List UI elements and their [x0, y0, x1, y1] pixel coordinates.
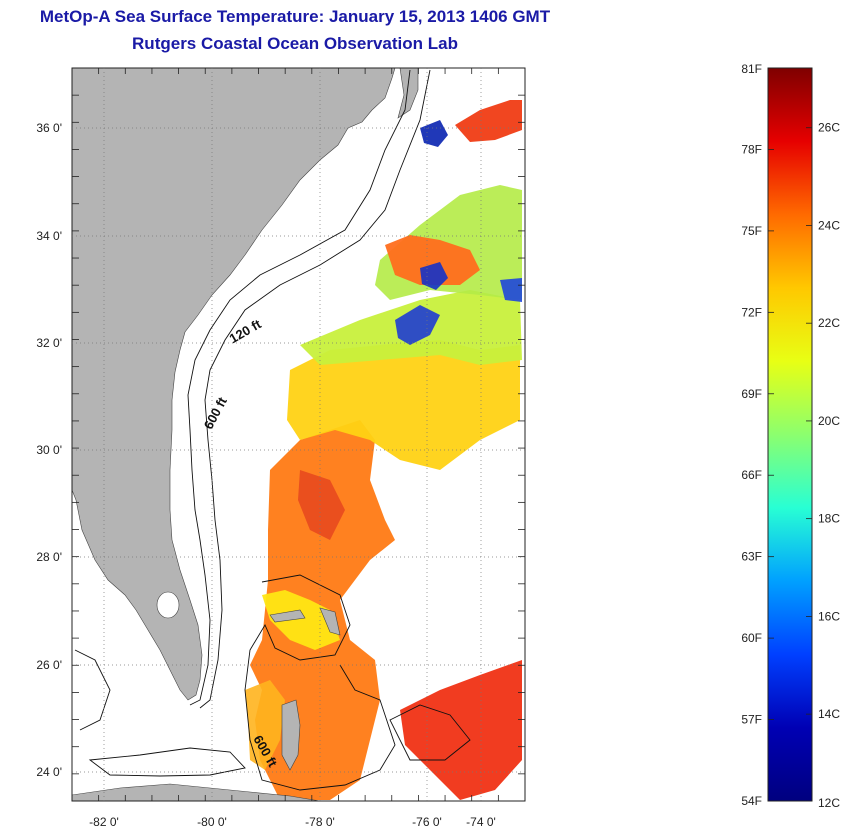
latitude-label: 28 0' [36, 550, 62, 564]
colorbar-label-c: 26C [818, 121, 840, 135]
sst-patch-florida-keys-orange [245, 680, 285, 770]
colorbar-celsius-labels: 26C 24C 22C 20C 18C 16C 14C 12C [806, 121, 840, 810]
colorbar-label-c: 12C [818, 796, 840, 810]
sst-patch-bank-yellow [262, 590, 340, 650]
contour-bahamas-south [389, 704, 471, 761]
land-bahamas-grand [269, 609, 306, 623]
latitude-labels: 36 0' 34 0' 32 0' 30 0' 28 0' 26 0' 24 0' [36, 121, 62, 779]
colorbar-label-c: 20C [818, 414, 840, 428]
latitude-label: 26 0' [36, 658, 62, 672]
colorbar-label-c: 24C [818, 218, 840, 232]
latitude-label: 34 0' [36, 229, 62, 243]
land-southeast-us [72, 68, 396, 701]
colorbar-fahrenheit-labels: 81F 78F 75F 72F 69F 66F 63F 60F 57F 54F [741, 62, 774, 808]
longitude-label: -80 0' [197, 815, 227, 829]
contour-gulf-west [74, 649, 111, 731]
latitude-label: 30 0' [36, 443, 62, 457]
longitude-labels: -82 0' -80 0' -78 0' -76 0' -74 0' [89, 815, 496, 829]
colorbar-label-f: 72F [741, 305, 762, 319]
land-bahamas-andros [281, 699, 301, 771]
colorbar-label-f: 66F [741, 468, 762, 482]
colorbar-label-c: 16C [818, 609, 840, 623]
map-title: MetOp-A Sea Surface Temperature: January… [39, 7, 551, 26]
colorbar-label-f: 54F [741, 794, 762, 808]
sst-patch-cold-blue-3 [500, 278, 522, 302]
sst-patch-southeast-red [400, 660, 522, 800]
longitude-label: -76 0' [412, 815, 442, 829]
latitude-label: 24 0' [36, 765, 62, 779]
colorbar-label-f: 69F [741, 387, 762, 401]
colorbar-label-f: 75F [741, 224, 762, 238]
colorbar-label-f: 81F [741, 62, 762, 76]
land-bahamas-abaco [319, 607, 341, 636]
axis-ticks [71, 67, 526, 802]
colorbar-label-f: 63F [741, 550, 762, 564]
contour-cuba-north [88, 747, 246, 777]
sst-patch-red-core [298, 470, 345, 540]
sst-patch-yellow-band [287, 340, 520, 470]
outer-banks [397, 68, 419, 119]
contour-120ft [187, 69, 411, 706]
colorbar-gradient [767, 67, 813, 802]
sst-patch-cold-blue-1 [395, 305, 440, 345]
colorbar-label-c: 22C [818, 316, 840, 330]
lake-okeechobee [156, 591, 180, 619]
longitude-label: -82 0' [89, 815, 119, 829]
sst-patch-north-orange [385, 235, 480, 285]
colorbar-label-c: 18C [818, 512, 840, 526]
contour-bahamas [244, 574, 396, 791]
colorbar-label-f: 60F [741, 631, 762, 645]
map-subtitle: Rutgers Coastal Ocean Observation Lab [132, 34, 458, 53]
colorbar-label-f: 57F [741, 713, 762, 727]
longitude-label: -78 0' [305, 815, 335, 829]
land-cuba [72, 783, 321, 801]
latitude-label: 32 0' [36, 336, 62, 350]
colorbar-label-c: 14C [818, 707, 840, 721]
map-frame [71, 67, 526, 802]
contour-600ft [199, 69, 431, 709]
longitude-label: -74 0' [466, 815, 496, 829]
sst-patch-cape-hatteras-warm [455, 100, 522, 142]
latitude-label: 36 0' [36, 121, 62, 135]
colorbar-label-f: 78F [741, 142, 762, 156]
sst-map: -82 0' -80 0' -78 0' -76 0' -74 0' 36 0' 34 0… [36, 67, 526, 829]
